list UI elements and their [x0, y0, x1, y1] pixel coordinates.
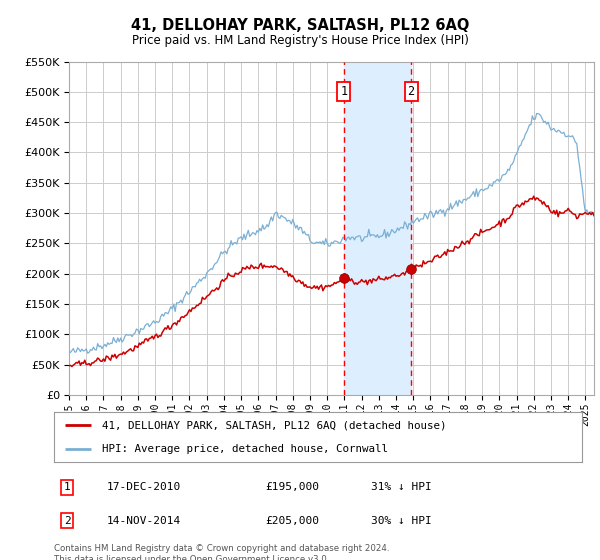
Text: 41, DELLOHAY PARK, SALTASH, PL12 6AQ: 41, DELLOHAY PARK, SALTASH, PL12 6AQ: [131, 18, 469, 33]
Text: 14-NOV-2014: 14-NOV-2014: [107, 516, 181, 526]
Text: 31% ↓ HPI: 31% ↓ HPI: [371, 482, 431, 492]
Text: £205,000: £205,000: [265, 516, 319, 526]
Text: 2: 2: [407, 85, 415, 99]
Text: 1: 1: [64, 482, 71, 492]
Text: 1: 1: [340, 85, 347, 99]
Bar: [344, 62, 411, 395]
Text: 17-DEC-2010: 17-DEC-2010: [107, 482, 181, 492]
Text: 41, DELLOHAY PARK, SALTASH, PL12 6AQ (detached house): 41, DELLOHAY PARK, SALTASH, PL12 6AQ (de…: [101, 420, 446, 430]
Text: 2: 2: [64, 516, 71, 526]
Text: HPI: Average price, detached house, Cornwall: HPI: Average price, detached house, Corn…: [101, 445, 388, 454]
Text: Contains HM Land Registry data © Crown copyright and database right 2024.
This d: Contains HM Land Registry data © Crown c…: [54, 544, 389, 560]
Text: Price paid vs. HM Land Registry's House Price Index (HPI): Price paid vs. HM Land Registry's House …: [131, 34, 469, 46]
Text: £195,000: £195,000: [265, 482, 319, 492]
Text: 30% ↓ HPI: 30% ↓ HPI: [371, 516, 431, 526]
